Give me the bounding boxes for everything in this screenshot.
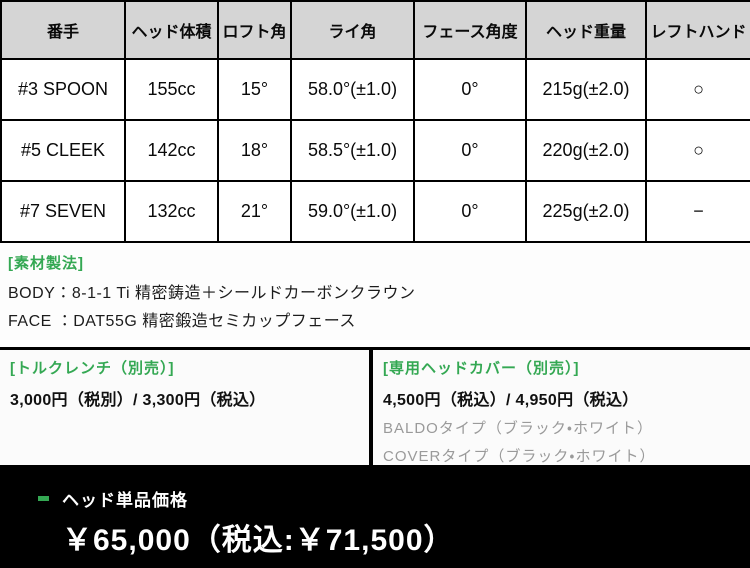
column-header-left-hand: レフトハンド: [645, 0, 750, 60]
column-header-loft-angle: ロフト角: [217, 0, 292, 60]
torque-wrench-title: [トルクレンチ（別売）]: [10, 360, 175, 377]
spec-cell-weight: 220g(±2.0): [525, 119, 647, 182]
spec-cell-club: #7 SEVEN: [0, 180, 126, 243]
torque-wrench-box: [トルクレンチ（別売）] 3,000円（税別）/ 3,300円（税込）: [0, 350, 369, 465]
spec-cell-weight: 215g(±2.0): [525, 58, 647, 121]
material-method-title: [素材製法]: [8, 255, 84, 272]
spec-cell-loft: 18°: [217, 119, 292, 182]
head-price-section: ヘッド単品価格 ￥65,000（税込:￥71,500）: [0, 465, 750, 568]
headcover-title: [専用ヘッドカバー（別売）]: [383, 360, 580, 377]
spec-cell-face: 0°: [413, 58, 527, 121]
head-price-label: ヘッド単品価格: [62, 491, 188, 510]
column-header-head-weight: ヘッド重量: [525, 0, 647, 60]
spec-cell-club: #3 SPOON: [0, 58, 126, 121]
column-header-club-number: 番手: [0, 0, 126, 60]
spec-cell-club: #5 CLEEK: [0, 119, 126, 182]
headcover-price: 4,500円（税込）/ 4,950円（税込）: [383, 392, 639, 409]
spec-cell-lefthand-mark: ○: [645, 119, 750, 182]
spec-cell-weight: 225g(±2.0): [525, 180, 647, 243]
head-price-label-row: ヘッド単品価格: [0, 486, 750, 511]
spec-cell-loft: 21°: [217, 180, 292, 243]
spec-cell-face: 0°: [413, 119, 527, 182]
spec-cell-volume: 132cc: [124, 180, 219, 243]
material-face-line: FACE ：DAT55G 精密鍛造セミカップフェース: [8, 313, 356, 330]
spec-cell-volume: 142cc: [124, 119, 219, 182]
column-header-face-angle: フェース角度: [413, 0, 527, 60]
column-header-head-volume: ヘッド体積: [124, 0, 219, 60]
material-method-section: [素材製法] BODY：8-1-1 Ti 精密鋳造＋シールドカーボンクラウン F…: [0, 243, 750, 347]
optional-items-row: [トルクレンチ（別売）] 3,000円（税別）/ 3,300円（税込） [専用ヘ…: [0, 350, 750, 465]
material-body-line: BODY：8-1-1 Ti 精密鋳造＋シールドカーボンクラウン: [8, 285, 416, 302]
spec-cell-lefthand-mark: ○: [645, 58, 750, 121]
spec-cell-volume: 155cc: [124, 58, 219, 121]
headcover-box: [専用ヘッドカバー（別売）] 4,500円（税込）/ 4,950円（税込） BA…: [373, 350, 750, 465]
spec-cell-loft: 15°: [217, 58, 292, 121]
spec-cell-lie: 59.0°(±1.0): [290, 180, 415, 243]
spec-table: 番手 ヘッド体積 ロフト角 ライ角 フェース角度 ヘッド重量 レフトハンド #3…: [0, 0, 750, 243]
head-price-value: ￥65,000（税込:￥71,500）: [62, 524, 455, 557]
column-header-lie-angle: ライ角: [290, 0, 415, 60]
headcover-option-cover: COVERタイプ（ブラック・ホワイト）: [383, 448, 656, 465]
table-row-5-cleek: #5 CLEEK 142cc 18° 58.5°(±1.0) 0° 220g(±…: [0, 119, 750, 182]
spec-cell-lie: 58.0°(±1.0): [290, 58, 415, 121]
torque-wrench-price: 3,000円（税別）/ 3,300円（税込）: [10, 392, 266, 409]
spec-cell-lie: 58.5°(±1.0): [290, 119, 415, 182]
table-row-7-seven: #7 SEVEN 132cc 21° 59.0°(±1.0) 0° 225g(±…: [0, 180, 750, 243]
table-header-row: 番手 ヘッド体積 ロフト角 ライ角 フェース角度 ヘッド重量 レフトハンド: [0, 0, 750, 60]
spec-cell-lefthand-mark: −: [645, 180, 750, 243]
headcover-option-baldo: BALDOタイプ（ブラック・ホワイト）: [383, 420, 653, 437]
green-dash-icon: [38, 496, 49, 501]
table-row-3-spoon: #3 SPOON 155cc 15° 58.0°(±1.0) 0° 215g(±…: [0, 58, 750, 121]
spec-cell-face: 0°: [413, 180, 527, 243]
